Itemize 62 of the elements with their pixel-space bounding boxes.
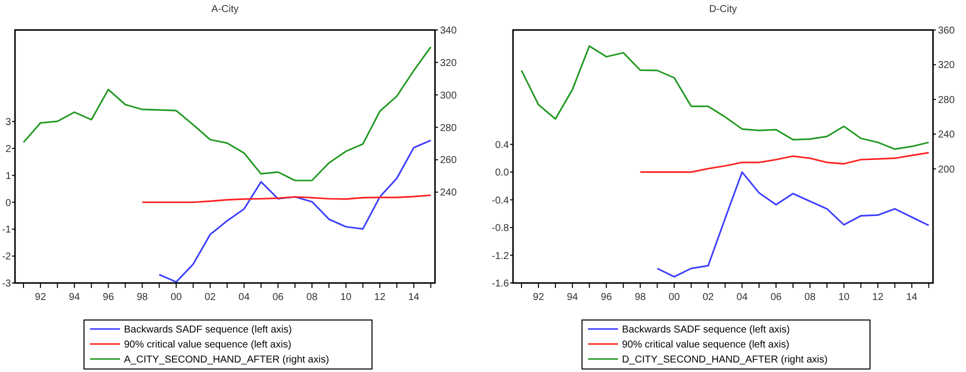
y-tick-label: -0.4 [492,195,510,206]
x-tick-label: 02 [204,292,216,303]
y2-tick-label: 300 [440,90,458,102]
y-tick-label: 3 [5,117,12,128]
y2-tick-label: 240 [938,130,956,141]
x-tick-label: 92 [34,292,46,303]
y2-tick-label: 200 [938,164,956,176]
x-tick-label: 94 [68,292,80,303]
y-tick-label: 0 [5,198,12,209]
y2-tick-label: 320 [440,58,458,69]
x-tick-label: 10 [838,292,850,303]
y-tick-label: -3 [2,278,12,290]
chart-title: A-City [211,4,239,15]
line-series [22,46,432,182]
y-tick-label: -0.8 [492,223,510,234]
y-tick-label: 2 [5,144,12,155]
chart-title: D-City [709,4,737,15]
x-tick-label: 94 [566,292,578,303]
line-series [656,171,930,278]
line-series [639,152,930,173]
line-series [141,194,432,204]
x-tick-label: 98 [136,292,148,303]
x-tick-label: 00 [668,292,680,303]
x-tick-label: 02 [702,292,714,303]
x-tick-label: 10 [340,292,352,303]
x-tick-label: 92 [532,292,544,303]
y2-tick-label: 340 [440,26,458,36]
legend-label: D_CITY_SECOND_HAND_AFTER (right axis) [622,354,828,366]
y-tick-label: 0.0 [495,168,510,179]
legend-label: A_CITY_SECOND_HAND_AFTER (right axis) [124,354,330,366]
x-tick-label: 06 [272,292,284,303]
x-tick-label: 14 [408,292,420,303]
y-tick-label: 0.4 [495,140,510,151]
y-tick-label: -1 [2,224,12,236]
y-tick-label: -2 [2,252,12,263]
legend-label: Backwards SADF sequence (left axis) [622,324,790,336]
x-tick-label: 06 [770,292,782,303]
y-tick-label: -1.6 [492,278,510,290]
y-tick-label: -1.2 [492,250,510,262]
x-tick-label: 04 [238,292,250,303]
line-series [520,45,930,150]
x-tick-label: 96 [102,292,114,303]
x-tick-label: 00 [170,292,182,303]
x-tick-label: 96 [600,292,612,303]
x-tick-label: 98 [634,292,646,303]
x-tick-label: 12 [872,292,884,303]
y2-tick-label: 360 [938,26,956,36]
y2-tick-label: 260 [440,155,458,166]
x-tick-label: 04 [736,292,748,303]
y2-tick-label: 240 [440,188,458,199]
y2-tick-label: 280 [440,122,458,134]
line-series [158,140,432,283]
y2-tick-label: 320 [938,60,956,72]
x-tick-label: 08 [804,292,816,303]
legend-label: 90% critical value sequence (left axis) [622,340,790,350]
x-tick-label: 08 [306,292,318,303]
legend-label: Backwards SADF sequence (left axis) [124,324,292,336]
legend-label: 90% critical value sequence (left axis) [124,340,292,350]
x-tick-label: 14 [906,292,918,303]
y-tick-label: 1 [5,170,12,182]
x-tick-label: 12 [374,292,386,303]
y2-tick-label: 280 [938,94,956,106]
